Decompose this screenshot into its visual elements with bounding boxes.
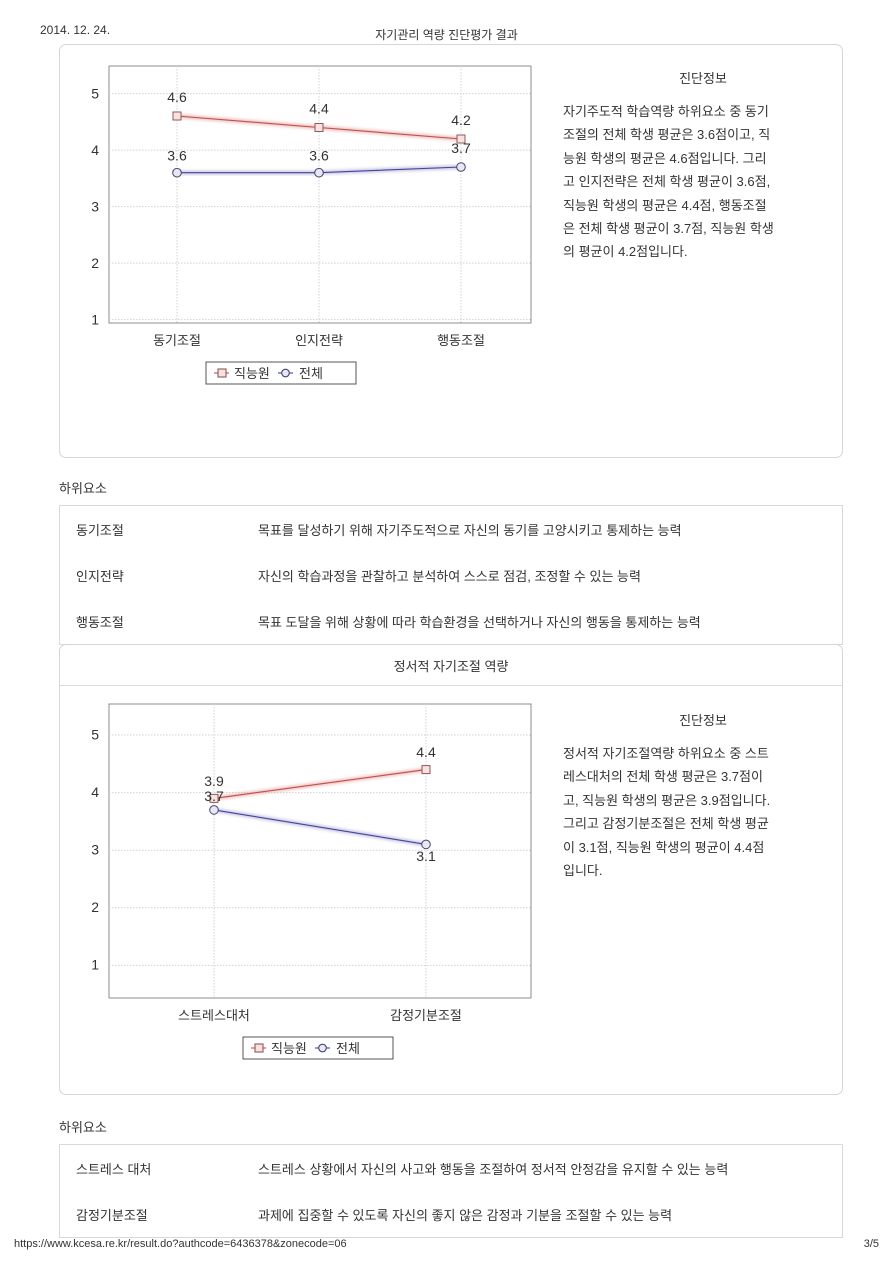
svg-text:4.2: 4.2 bbox=[451, 112, 471, 128]
svg-text:4.6: 4.6 bbox=[167, 89, 187, 105]
svg-text:3.6: 3.6 bbox=[167, 148, 187, 164]
svg-text:4.4: 4.4 bbox=[416, 744, 436, 760]
svg-text:1: 1 bbox=[91, 312, 99, 328]
svg-text:4.4: 4.4 bbox=[309, 101, 329, 117]
svg-text:2: 2 bbox=[91, 899, 99, 915]
svg-text:5: 5 bbox=[91, 86, 99, 102]
svg-text:행동조절: 행동조절 bbox=[437, 333, 485, 348]
svg-text:3.7: 3.7 bbox=[451, 140, 471, 156]
svg-text:1: 1 bbox=[91, 957, 99, 973]
svg-text:동기조절: 동기조절 bbox=[153, 333, 201, 348]
svg-text:3.6: 3.6 bbox=[309, 148, 329, 164]
svg-text:전체: 전체 bbox=[299, 366, 323, 381]
svg-text:전체: 전체 bbox=[336, 1041, 360, 1056]
svg-text:4: 4 bbox=[91, 784, 99, 800]
svg-text:3: 3 bbox=[91, 199, 99, 215]
svg-text:3.1: 3.1 bbox=[416, 848, 436, 864]
svg-text:직능원: 직능원 bbox=[271, 1041, 307, 1056]
svg-text:2: 2 bbox=[91, 255, 99, 271]
svg-text:스트레스대처: 스트레스대처 bbox=[178, 1008, 250, 1023]
svg-text:3.7: 3.7 bbox=[204, 788, 224, 804]
svg-text:4: 4 bbox=[91, 142, 99, 158]
svg-text:감정기분조절: 감정기분조절 bbox=[390, 1008, 462, 1023]
svg-text:인지전략: 인지전략 bbox=[295, 333, 343, 348]
svg-text:3.9: 3.9 bbox=[204, 773, 224, 789]
svg-text:3: 3 bbox=[91, 842, 99, 858]
svg-text:5: 5 bbox=[91, 727, 99, 743]
svg-text:직능원: 직능원 bbox=[234, 366, 270, 381]
